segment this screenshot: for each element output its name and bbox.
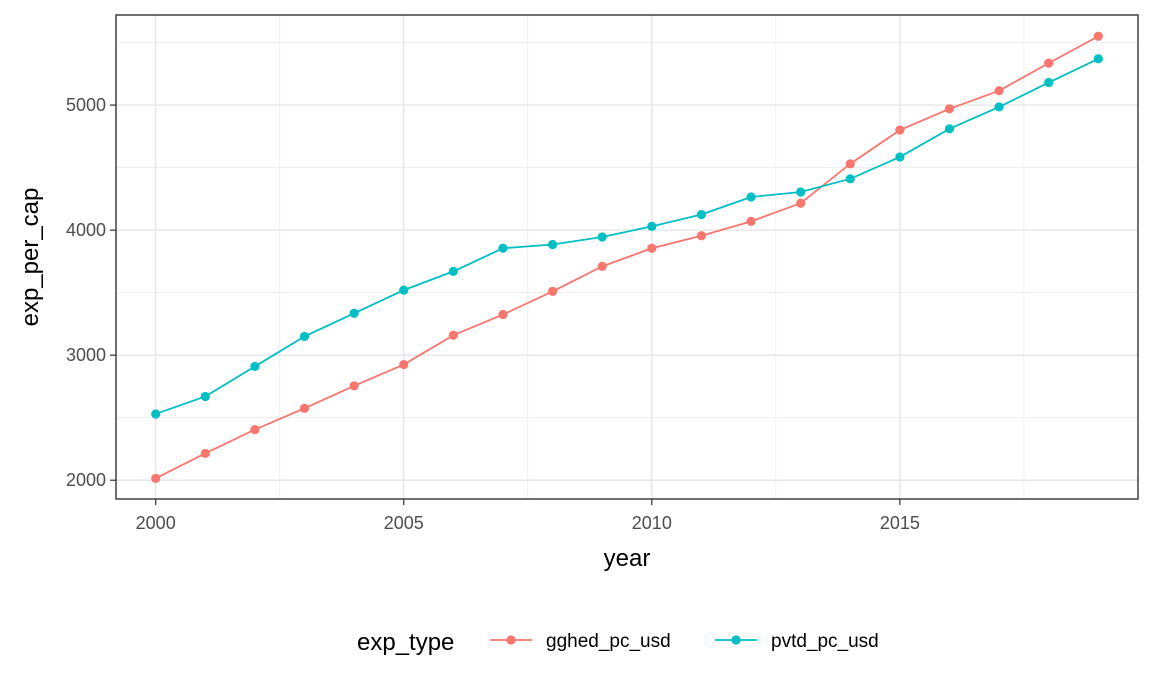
x-tick-label: 2010 <box>632 513 672 533</box>
data-point-gghed_pc_usd <box>498 309 508 320</box>
data-point-pvtd_pc_usd <box>349 308 359 318</box>
x-axis-title: year <box>604 545 651 572</box>
x-tick-label: 2005 <box>384 513 424 533</box>
data-point-gghed_pc_usd <box>845 159 855 169</box>
data-point-pvtd_pc_usd <box>944 124 955 134</box>
data-point-pvtd_pc_usd <box>299 331 310 342</box>
data-point-gghed_pc_usd <box>349 381 359 391</box>
legend-item-pvtd_pc_usd: pvtd_pc_usd <box>715 631 879 652</box>
data-point-gghed_pc_usd <box>250 424 260 435</box>
legend-label: pvtd_pc_usd <box>771 631 879 652</box>
y-axis: 2000 3000 4000 5000 <box>66 95 116 490</box>
data-point-pvtd_pc_usd <box>746 192 756 202</box>
data-point-pvtd_pc_usd <box>994 102 1004 112</box>
x-axis: 2000 2005 2010 2015 <box>136 499 920 533</box>
series-line-gghed_pc_usd <box>155 35 1099 480</box>
legend: exp_type gghed_pc_usd pvtd_pc_usd <box>357 629 879 656</box>
data-point-gghed_pc_usd <box>200 448 210 458</box>
series-line-pvtd_pc_usd <box>155 57 1099 415</box>
legend-key-point <box>506 635 516 645</box>
data-point-gghed_pc_usd <box>547 286 558 296</box>
y-tick-label: 3000 <box>66 345 106 365</box>
data-point-gghed_pc_usd <box>647 243 657 253</box>
data-point-pvtd_pc_usd <box>597 232 607 242</box>
y-tick-label: 4000 <box>66 220 106 240</box>
data-point-gghed_pc_usd <box>448 330 458 340</box>
data-point-gghed_pc_usd <box>696 231 707 241</box>
data-point-gghed_pc_usd <box>944 104 955 114</box>
series-layer <box>151 31 1103 483</box>
data-point-pvtd_pc_usd <box>895 152 905 162</box>
data-point-gghed_pc_usd <box>1044 58 1054 68</box>
x-tick-label: 2000 <box>136 513 176 533</box>
legend-label: gghed_pc_usd <box>546 631 671 652</box>
data-point-gghed_pc_usd <box>994 86 1004 96</box>
data-point-pvtd_pc_usd <box>796 187 806 197</box>
legend-items: gghed_pc_usd pvtd_pc_usd <box>490 631 879 652</box>
data-point-pvtd_pc_usd <box>647 221 657 231</box>
legend-item-gghed_pc_usd: gghed_pc_usd <box>490 631 671 652</box>
data-point-pvtd_pc_usd <box>151 409 161 419</box>
data-point-pvtd_pc_usd <box>498 243 508 253</box>
data-point-gghed_pc_usd <box>597 261 607 271</box>
legend-title: exp_type <box>357 629 454 656</box>
data-point-pvtd_pc_usd <box>696 209 707 220</box>
data-point-gghed_pc_usd <box>299 403 310 413</box>
x-tick-label: 2015 <box>880 513 920 533</box>
data-point-gghed_pc_usd <box>895 125 905 135</box>
series-pvtd_pc_usd <box>151 54 1103 419</box>
y-tick-label: 5000 <box>66 95 106 115</box>
legend-key-point <box>731 635 741 645</box>
data-point-pvtd_pc_usd <box>845 174 855 184</box>
data-point-pvtd_pc_usd <box>250 361 260 372</box>
data-point-gghed_pc_usd <box>399 359 409 370</box>
data-point-pvtd_pc_usd <box>1044 77 1054 88</box>
major-gridlines <box>116 15 1138 499</box>
series-gghed_pc_usd <box>151 31 1103 483</box>
data-point-gghed_pc_usd <box>796 198 806 208</box>
data-point-pvtd_pc_usd <box>1093 54 1103 64</box>
plot-panel-border <box>115 14 1139 500</box>
y-tick-label: 2000 <box>66 470 106 490</box>
data-point-gghed_pc_usd <box>746 216 756 226</box>
data-point-pvtd_pc_usd <box>448 266 458 276</box>
y-axis-title: exp_per_cap <box>17 188 44 327</box>
data-point-gghed_pc_usd <box>151 473 161 483</box>
data-point-pvtd_pc_usd <box>200 391 210 402</box>
data-point-gghed_pc_usd <box>1093 31 1103 41</box>
data-point-pvtd_pc_usd <box>399 285 409 295</box>
data-point-pvtd_pc_usd <box>547 239 558 250</box>
